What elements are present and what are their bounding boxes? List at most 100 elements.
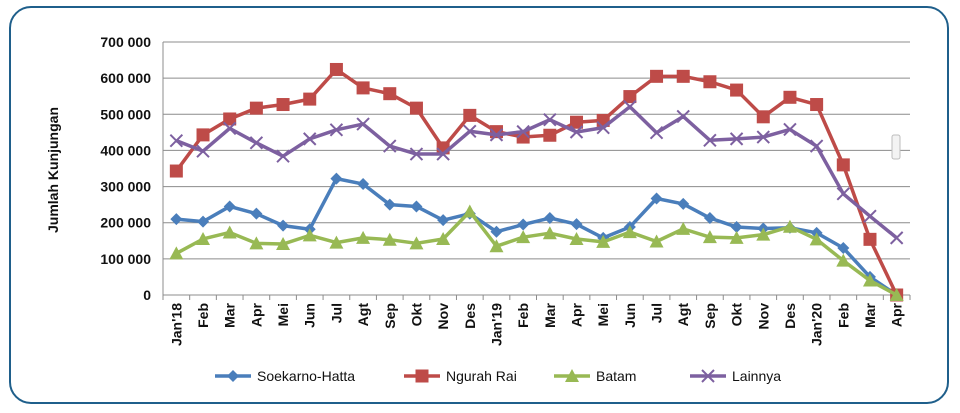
- data-point-ngurah-rai: [863, 232, 877, 246]
- data-point-batam: [862, 273, 877, 287]
- legend-label: Soekarno-Hatta: [257, 368, 355, 384]
- data-point-soekarno-hatta: [383, 198, 396, 211]
- axes: [162, 42, 911, 300]
- x-tick-label: Mar: [542, 302, 558, 327]
- data-point-soekarno-hatta: [330, 172, 343, 185]
- data-point-lainnya: [569, 125, 584, 139]
- x-tick-label: Des: [782, 303, 798, 329]
- data-point-batam: [596, 234, 611, 248]
- x-tick-label: Nov: [755, 303, 771, 330]
- legend-item-batam: Batam: [554, 368, 636, 384]
- data-point-soekarno-hatta: [677, 197, 690, 210]
- data-point-batam: [222, 225, 237, 239]
- data-point-ngurah-rai: [783, 90, 797, 104]
- data-point-lainnya: [489, 128, 504, 142]
- y-tick-label: 500 000: [100, 106, 151, 122]
- data-point-batam: [809, 232, 824, 246]
- x-tick-label: Apr: [569, 302, 585, 327]
- data-point-batam: [276, 237, 291, 251]
- legend: Soekarno-Hatta Ngurah Rai Batam Lainnya: [215, 368, 781, 384]
- x-tick-label: Sep: [382, 303, 398, 329]
- y-tick-label: 0: [143, 287, 151, 303]
- data-point-lainnya: [676, 109, 690, 124]
- data-point-batam: [489, 239, 504, 253]
- y-tick-label: 600 000: [100, 70, 151, 86]
- series-ngurah-rai: [169, 62, 904, 302]
- legend-item-lainnya: Lainnya: [690, 368, 781, 384]
- data-point-batam: [702, 230, 717, 244]
- data-point-soekarno-hatta: [437, 214, 450, 227]
- data-point-soekarno-hatta: [277, 219, 290, 232]
- y-tick-label: 700 000: [100, 34, 151, 50]
- data-point-ngurah-rai: [169, 164, 183, 178]
- data-point-soekarno-hatta: [730, 221, 743, 234]
- data-point-ngurah-rai: [730, 83, 744, 97]
- data-point-lainnya: [276, 149, 290, 163]
- legend-label: Lainnya: [732, 368, 781, 384]
- y-tick-label: 400 000: [100, 142, 151, 158]
- data-point-ngurah-rai: [303, 92, 317, 106]
- data-point-soekarno-hatta: [570, 218, 583, 231]
- data-point-batam: [622, 225, 637, 239]
- data-point-lainnya: [303, 132, 317, 146]
- y-tick-label: 300 000: [100, 179, 151, 195]
- x-tick-label: Agt: [355, 303, 371, 327]
- data-point-batam: [196, 231, 211, 245]
- data-point-batam: [782, 219, 797, 233]
- legend-marker: [565, 369, 579, 382]
- data-point-lainnya: [543, 112, 557, 127]
- x-tick-label: Mei: [595, 303, 611, 326]
- data-point-batam: [169, 246, 184, 260]
- x-tick-label: Jun: [622, 303, 638, 328]
- data-point-batam: [302, 228, 317, 242]
- x-tick-label: Jul: [649, 303, 665, 323]
- y-axis-label: Jumlah Kunjungan: [45, 107, 61, 233]
- chart-frame: [9, 6, 949, 404]
- x-tick-label: Jan'18: [168, 303, 184, 346]
- data-point-lainnya: [516, 124, 530, 139]
- data-point-soekarno-hatta: [543, 212, 556, 225]
- data-point-lainnya: [756, 130, 770, 144]
- x-tick-label: Jan'20: [809, 303, 825, 346]
- data-point-ngurah-rai: [356, 81, 370, 95]
- data-point-ngurah-rai: [409, 101, 423, 115]
- data-point-lainnya: [249, 136, 264, 150]
- series-line-batam: [175, 209, 898, 297]
- data-point-lainnya: [649, 126, 664, 140]
- x-tick-label: Okt: [729, 303, 745, 327]
- data-point-batam: [569, 231, 584, 245]
- x-tick-label: Jan'19: [488, 303, 504, 346]
- data-point-ngurah-rai: [703, 75, 717, 89]
- data-point-lainnya: [169, 133, 184, 148]
- data-point-batam: [729, 230, 744, 244]
- data-point-lainnya: [863, 209, 877, 223]
- x-tick-label: Agt: [675, 303, 691, 327]
- data-point-ngurah-rai: [383, 87, 397, 101]
- data-point-lainnya: [729, 132, 744, 146]
- data-point-soekarno-hatta: [170, 213, 183, 226]
- legend-item-soekarno-hatta: Soekarno-Hatta: [215, 368, 355, 384]
- data-point-batam: [436, 231, 451, 245]
- data-point-lainnya: [783, 122, 797, 137]
- data-point-lainnya: [329, 123, 344, 137]
- y-tick-label: 200 000: [100, 215, 151, 231]
- data-point-lainnya: [196, 144, 210, 158]
- data-point-ngurah-rai: [463, 108, 477, 122]
- scroll-handle[interactable]: [891, 134, 901, 160]
- data-point-lainnya: [596, 120, 610, 135]
- x-tick-label: Okt: [408, 303, 424, 327]
- data-point-ngurah-rai: [756, 110, 770, 124]
- x-tick-labels: Jan'18 Feb Mar Apr Mei Jun Jul Agt Sep Okt Nov Des J…: [168, 302, 904, 346]
- series-lainnya: [169, 99, 904, 245]
- data-point-soekarno-hatta: [703, 212, 716, 225]
- data-point-batam: [329, 235, 344, 249]
- data-point-ngurah-rai: [223, 112, 237, 126]
- data-point-ngurah-rai: [650, 69, 664, 83]
- data-point-batam: [756, 227, 771, 241]
- data-point-soekarno-hatta: [517, 218, 530, 231]
- data-point-lainnya: [623, 99, 637, 114]
- legend-item-ngurah-rai: Ngurah Rai: [404, 368, 517, 384]
- legend-label: Ngurah Rai: [446, 368, 517, 384]
- x-tick-label: Sep: [702, 303, 718, 329]
